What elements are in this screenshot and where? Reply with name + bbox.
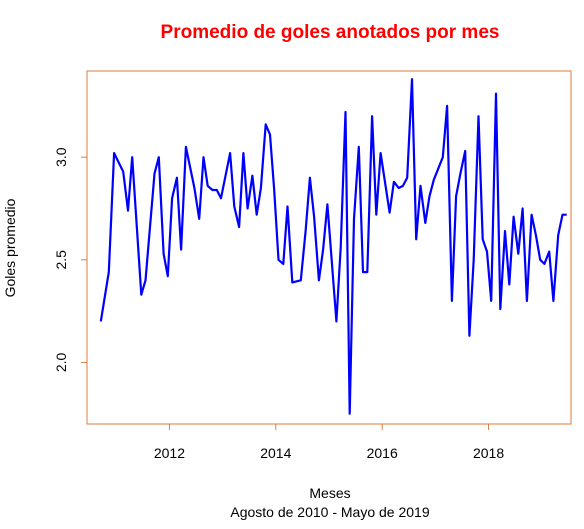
x-tick-label: 2012 bbox=[154, 445, 185, 461]
x-axis-label: Meses bbox=[309, 485, 350, 501]
y-axis-label: Goles promedio bbox=[2, 198, 18, 297]
y-axis: 2.0 2.5 3.0 bbox=[53, 147, 87, 372]
x-tick-label: 2018 bbox=[473, 445, 504, 461]
series-line bbox=[101, 79, 567, 414]
x-axis-sublabel: Agosto de 2010 - Mayo de 2019 bbox=[230, 504, 429, 520]
x-tick-label: 2016 bbox=[367, 445, 398, 461]
y-tick-label: 2.5 bbox=[53, 250, 69, 270]
y-tick-label: 2.0 bbox=[53, 352, 69, 372]
chart-title: Promedio de goles anotados por mes bbox=[161, 22, 500, 43]
x-axis: 2012 2014 2016 2018 bbox=[154, 424, 504, 461]
x-tick-label: 2014 bbox=[260, 445, 291, 461]
y-tick-label: 3.0 bbox=[53, 147, 69, 167]
